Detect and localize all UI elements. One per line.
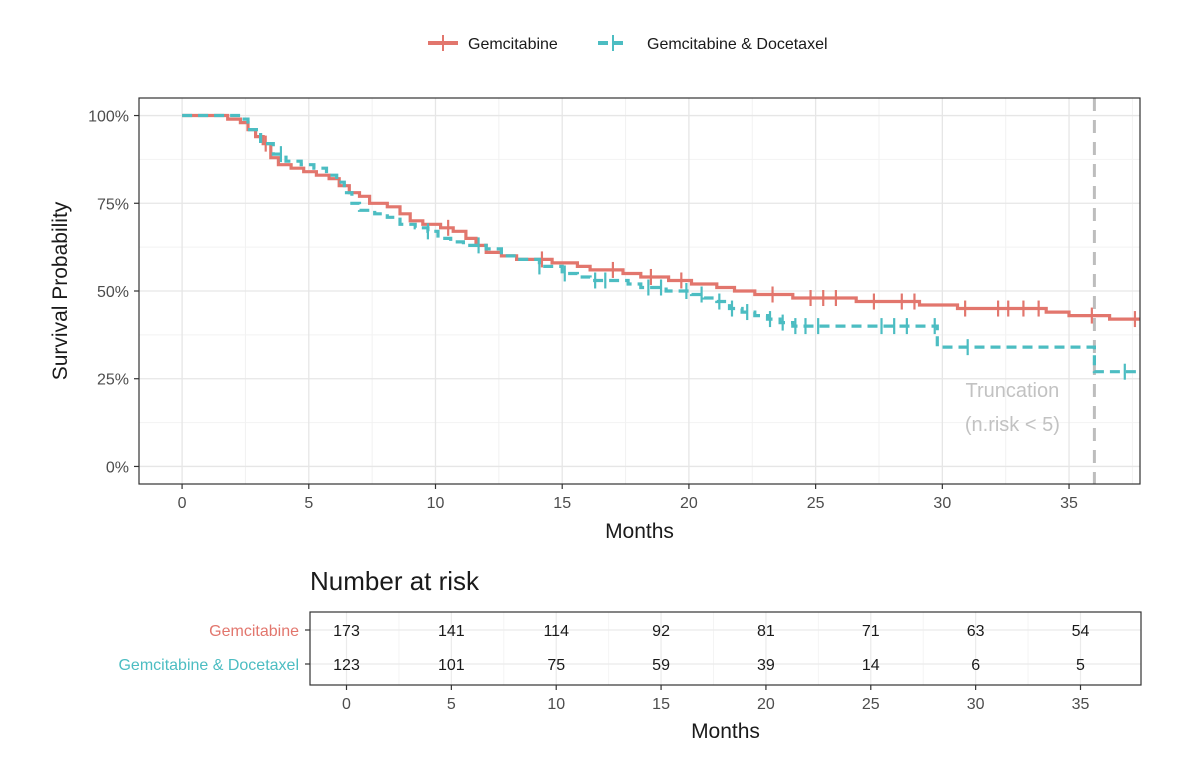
- risk-count-gemcitabine-docetaxel: 14: [862, 657, 880, 674]
- y-tick-label: 50%: [97, 284, 129, 301]
- risk-x-tick-label: 10: [547, 696, 565, 713]
- survival-curves: [182, 113, 1140, 380]
- risk-count-gemcitabine-docetaxel: 123: [333, 657, 360, 674]
- risk-count-gemcitabine-docetaxel: 59: [652, 657, 670, 674]
- risk-count-gemcitabine-docetaxel: 75: [547, 657, 565, 674]
- risk-table-cells: 173 141 114 92 81 71 63 54 Gemcitabine 123 101 75 59…: [118, 623, 1089, 674]
- risk-row-label-gemcitabine: Gemcitabine: [209, 623, 299, 640]
- risk-x-tick-label: 25: [862, 696, 880, 713]
- x-tick-label: 35: [1060, 495, 1078, 512]
- y-tick-label: 25%: [97, 372, 129, 389]
- risk-table-border: [309, 611, 1142, 686]
- truncation-label: Truncation: [966, 380, 1060, 402]
- risk-row-label-gemcitabine-docetaxel: Gemcitabine & Docetaxel: [118, 657, 299, 674]
- risk-x-tick-label: 5: [447, 696, 456, 713]
- curve-gemcitabine: [182, 113, 1140, 321]
- x-tick-label: 0: [178, 495, 187, 512]
- main-axes: 0 5 10 15 20 25 30 35 0% 25% 50% 75% 100%: [88, 109, 1078, 512]
- legend-combo-label: Gemcitabine & Docetaxel: [647, 36, 828, 53]
- legend: Gemcitabine Gemcitabine & Docetaxel: [428, 35, 828, 53]
- risk-count-gemcitabine: 114: [543, 623, 569, 640]
- risk-count-gemcitabine-docetaxel: 101: [438, 657, 465, 674]
- risk-count-gemcitabine: 63: [967, 623, 985, 640]
- risk-table-grid: [310, 612, 1141, 685]
- y-tick-label: 100%: [88, 109, 129, 126]
- risk-count-gemcitabine: 71: [862, 623, 880, 640]
- risk-count-gemcitabine: 54: [1072, 623, 1090, 640]
- risk-table-title: Number at risk: [310, 566, 480, 596]
- risk-count-gemcitabine: 81: [757, 623, 775, 640]
- x-tick-label: 25: [807, 495, 825, 512]
- x-tick-label: 5: [304, 495, 313, 512]
- risk-count-gemcitabine-docetaxel: 39: [757, 657, 775, 674]
- risk-count-gemcitabine-docetaxel: 6: [971, 657, 980, 674]
- risk-x-tick-label: 30: [967, 696, 985, 713]
- x-tick-label: 15: [553, 495, 571, 512]
- truncation-annotation: Truncation (n.risk < 5): [965, 98, 1096, 484]
- plot-grid: [139, 98, 1140, 484]
- risk-x-tick-label: 0: [342, 696, 351, 713]
- x-tick-label: 30: [933, 495, 951, 512]
- risk-count-gemcitabine: 92: [652, 623, 670, 640]
- x-tick-label: 20: [680, 495, 698, 512]
- risk-count-gemcitabine-docetaxel: 5: [1076, 657, 1085, 674]
- x-tick-label: 10: [427, 495, 445, 512]
- y-axis-label: Survival Probability: [49, 201, 72, 380]
- risk-count-gemcitabine: 141: [438, 623, 465, 640]
- curve-gemcitabine-docetaxel: [182, 113, 1140, 374]
- risk-count-gemcitabine: 173: [333, 623, 360, 640]
- risk-x-tick-label: 20: [757, 696, 775, 713]
- x-axis-label: Months: [605, 520, 674, 543]
- risk-table-x-axis-label: Months: [691, 720, 760, 743]
- legend-gemcitabine-label: Gemcitabine: [468, 36, 558, 53]
- risk-table-axes: 0 5 10 15 20 25 30 35: [342, 685, 1090, 713]
- y-tick-label: 75%: [97, 196, 129, 213]
- risk-x-tick-label: 35: [1072, 696, 1090, 713]
- y-tick-label: 0%: [106, 459, 129, 476]
- truncation-label-condition: (n.risk < 5): [965, 414, 1060, 436]
- risk-x-tick-label: 15: [652, 696, 670, 713]
